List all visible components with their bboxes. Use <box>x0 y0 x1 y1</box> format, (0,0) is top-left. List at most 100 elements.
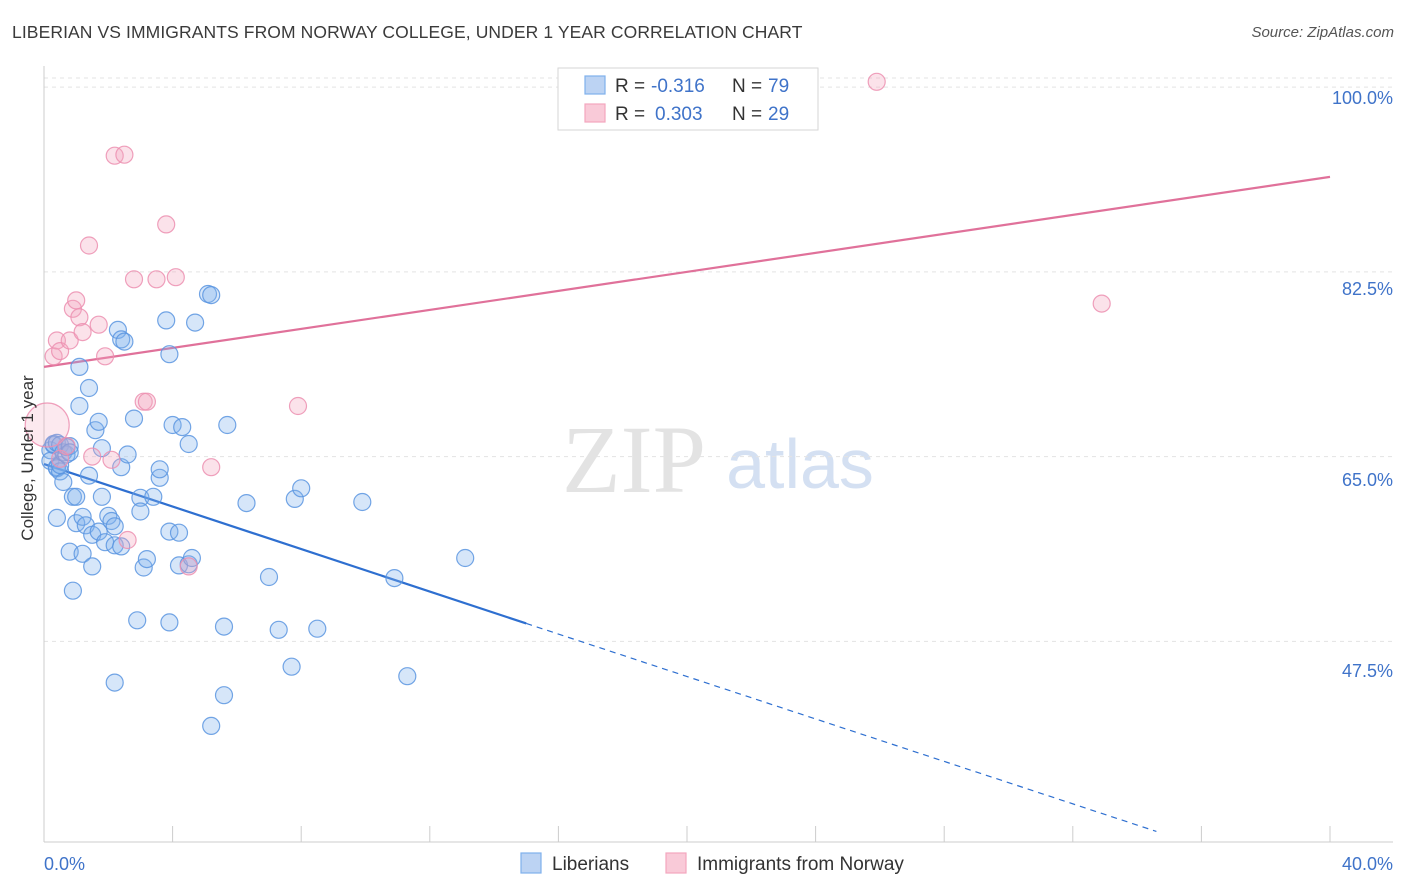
point-liberians-35 <box>92 487 112 506</box>
point-liberians-63 <box>173 418 192 437</box>
point-liberians-79 <box>292 479 311 498</box>
point-liberians-42 <box>112 330 131 349</box>
point-norway-14 <box>95 347 115 366</box>
point-liberians-50 <box>131 502 150 521</box>
x-tick-label-max: 40.0% <box>1342 854 1393 874</box>
point-liberians-48 <box>128 611 147 630</box>
point-liberians-23 <box>70 396 89 416</box>
point-liberians-37 <box>99 506 118 525</box>
y-tick-label-65: 65.0% <box>1342 470 1393 490</box>
point-liberians-83 <box>398 667 417 686</box>
y-tick-label-82-5: 82.5% <box>1342 279 1393 299</box>
x-tick-label-min: 0.0% <box>44 854 85 874</box>
point-liberians-67 <box>186 313 205 332</box>
point-liberians-59 <box>160 613 179 632</box>
chart-title: LIBERIAN VS IMMIGRANTS FROM NORWAY COLLE… <box>12 22 803 42</box>
point-liberians-75 <box>259 567 279 587</box>
point-liberians-28 <box>79 378 99 398</box>
point-liberians-78 <box>285 489 304 508</box>
point-liberians-22 <box>70 357 89 376</box>
legend-r-value-liberians: -0.316 <box>651 76 705 97</box>
point-liberians-73 <box>202 716 221 736</box>
point-liberians-69 <box>202 286 221 305</box>
legend-r-value-norway: 0.303 <box>655 104 703 125</box>
point-liberians-41 <box>108 320 128 339</box>
point-norway-23 <box>157 215 176 234</box>
regression-line-norway <box>43 175 1331 368</box>
regression-line-liberians <box>43 462 527 625</box>
point-norway-8 <box>67 291 86 310</box>
point-liberians-33 <box>89 522 108 541</box>
point-norway-28 <box>867 72 886 91</box>
watermark-atlas: atlas <box>726 425 874 503</box>
bottom-legend-swatch-liberians <box>520 852 542 874</box>
point-norway-25 <box>179 557 198 576</box>
legend: R = -0.316 N = 79 R = 0.303 N = 29 <box>557 67 819 131</box>
scatter-points <box>24 72 1111 736</box>
point-liberians-7 <box>50 462 70 481</box>
point-liberians-74 <box>237 494 256 513</box>
point-norway-24 <box>166 268 185 287</box>
point-norway-29 <box>1092 294 1111 313</box>
point-norway-16 <box>105 146 124 165</box>
point-norway-21 <box>137 392 156 411</box>
point-liberians-47 <box>124 409 144 428</box>
legend-n-value-liberians: 79 <box>768 76 789 97</box>
point-liberians-76 <box>269 620 288 639</box>
point-liberians-12 <box>54 472 73 492</box>
point-norway-12 <box>83 447 102 466</box>
point-liberians-58 <box>160 522 179 541</box>
point-liberians-46 <box>118 445 137 464</box>
point-liberians-85 <box>105 673 124 692</box>
chart-source: Source: ZipAtlas.com <box>1251 24 1394 41</box>
legend-n-label-norway: N = <box>732 104 762 125</box>
point-liberians-20 <box>67 487 86 506</box>
point-liberians-72 <box>214 686 234 705</box>
point-liberians-49 <box>131 488 150 507</box>
watermark-zip: ZIP <box>562 406 706 513</box>
bottom-legend-label-liberians: Liberians <box>552 854 629 875</box>
point-norway-18 <box>118 530 137 550</box>
y-axis-title: College, Under 1 year <box>18 375 37 541</box>
point-liberians-30 <box>83 557 102 576</box>
legend-n-label-liberians: N = <box>732 76 762 97</box>
bottom-legend-swatch-norway <box>665 852 687 874</box>
point-liberians-61 <box>169 523 189 542</box>
axes <box>43 66 1393 843</box>
point-liberians-81 <box>353 492 372 512</box>
gridlines <box>44 77 1393 642</box>
bottom-legend: Liberians Immigrants from Norway <box>520 852 904 875</box>
point-norway-13 <box>89 315 108 334</box>
point-norway-10 <box>73 323 92 342</box>
legend-n-value-norway: 29 <box>768 104 789 125</box>
regression-lines <box>43 175 1331 833</box>
point-norway-17 <box>115 145 134 164</box>
point-norway-5 <box>57 437 76 456</box>
point-norway-22 <box>147 270 166 289</box>
point-norway-2 <box>47 331 67 350</box>
point-norway-26 <box>202 458 221 477</box>
point-liberians-77 <box>282 657 301 676</box>
point-liberians-56 <box>157 311 176 330</box>
point-norway-11 <box>79 236 99 255</box>
point-norway-0 <box>24 402 70 448</box>
point-liberians-57 <box>160 345 179 364</box>
legend-swatch-norway <box>584 103 606 123</box>
point-norway-9 <box>70 308 89 327</box>
bottom-legend-label-norway: Immigrants from Norway <box>697 854 904 875</box>
point-liberians-38 <box>102 511 121 531</box>
point-liberians-53 <box>144 487 163 506</box>
point-liberians-64 <box>179 434 198 454</box>
point-liberians-18 <box>63 581 83 600</box>
point-liberians-82 <box>385 568 404 588</box>
point-liberians-71 <box>218 415 237 435</box>
point-liberians-70 <box>214 617 234 636</box>
point-liberians-45 <box>115 332 134 351</box>
legend-r-label-norway: R = <box>615 104 645 125</box>
legend-r-label-liberians: R = <box>615 76 645 97</box>
point-norway-19 <box>124 270 144 289</box>
y-tick-label-100: 100.0% <box>1332 88 1393 108</box>
point-liberians-80 <box>308 619 327 638</box>
point-norway-27 <box>288 396 308 416</box>
